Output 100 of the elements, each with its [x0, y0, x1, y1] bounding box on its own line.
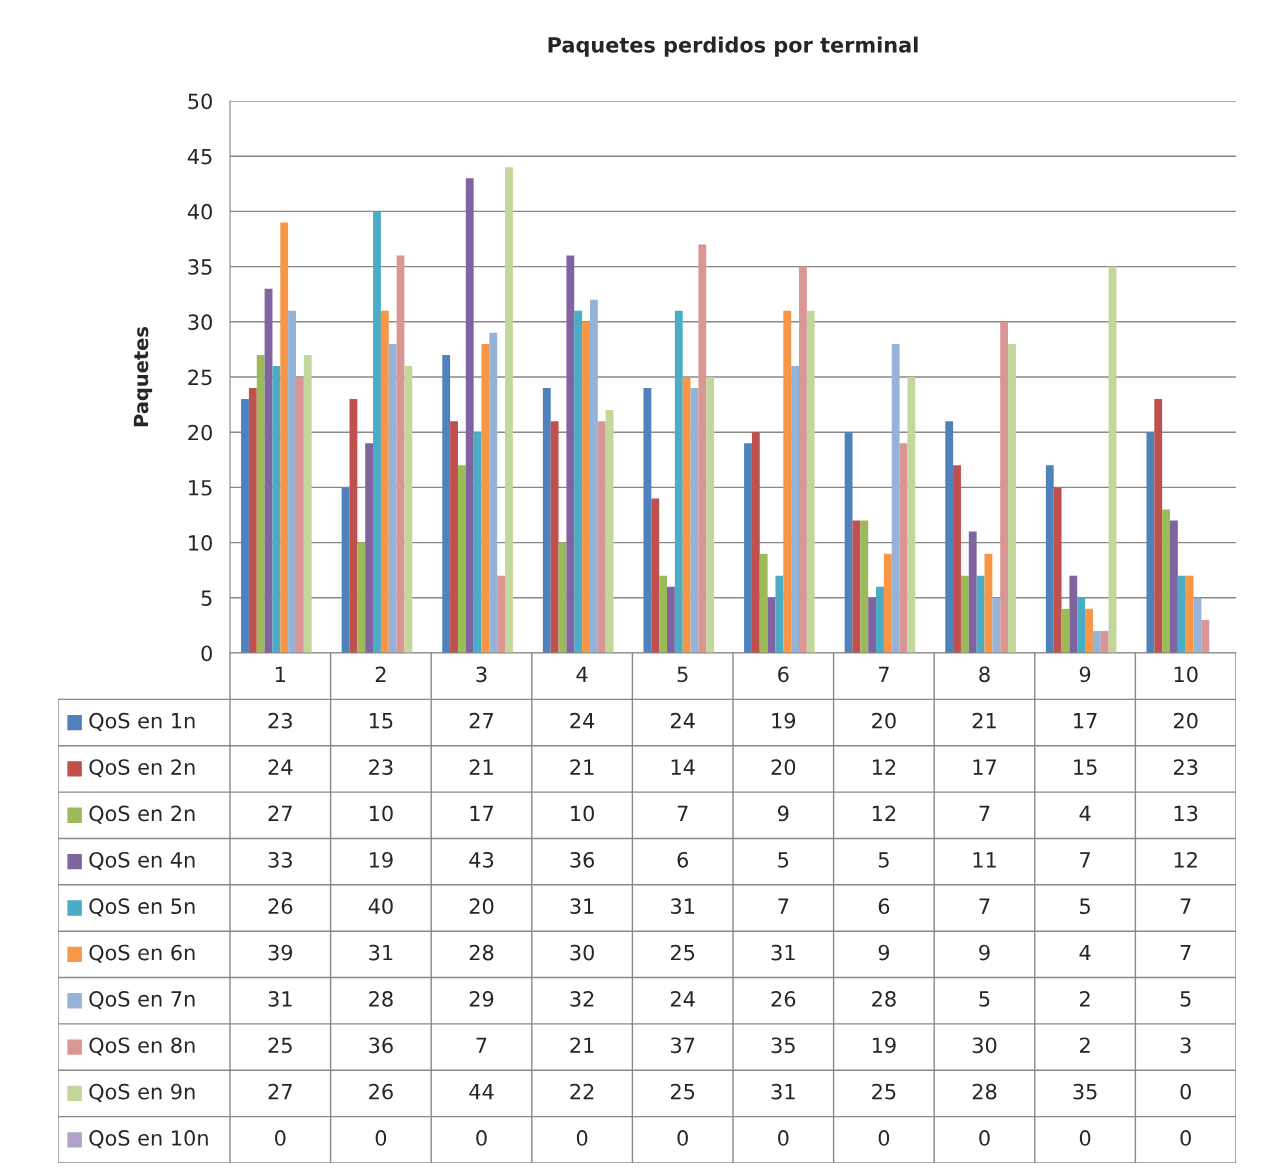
- data-label: 7: [1180, 944, 1191, 961]
- bar: [357, 542, 366, 653]
- data-label: 44: [469, 1084, 494, 1100]
- bar: [953, 465, 961, 653]
- bar: [365, 443, 374, 653]
- data-label: 7: [476, 1037, 487, 1053]
- bar: [1085, 608, 1093, 653]
- data-label: 2: [1080, 991, 1090, 1007]
- data-label: 9: [878, 944, 890, 961]
- data-label: 24: [570, 712, 595, 729]
- bar: [682, 377, 691, 653]
- bar: [272, 365, 281, 653]
- data-label: 31: [671, 898, 695, 915]
- data-label: 30: [972, 1037, 997, 1054]
- data-label: 36: [369, 1037, 393, 1054]
- y-tick-label: 15: [189, 480, 212, 496]
- bar: [945, 421, 954, 653]
- bar: [1170, 520, 1178, 653]
- bar: [883, 553, 892, 653]
- data-label: 14: [671, 759, 695, 775]
- data-label: 7: [979, 898, 990, 914]
- bar: [288, 310, 296, 653]
- data-label: 0: [375, 1130, 387, 1146]
- data-label: 0: [979, 1130, 990, 1146]
- data-label: 7: [1180, 898, 1191, 914]
- legend-label: QoS en 10n: [89, 1130, 208, 1149]
- y-tick-label: 0: [201, 645, 212, 662]
- y-tick-label: 45: [187, 148, 212, 165]
- bar: [706, 377, 715, 653]
- x-tick-label: 1: [275, 666, 285, 682]
- bar: [1177, 575, 1186, 653]
- data-label: 12: [872, 805, 896, 822]
- bar: [744, 443, 752, 653]
- bar: [1100, 630, 1109, 653]
- data-label: 33: [268, 851, 292, 868]
- data-label: 31: [268, 991, 292, 1007]
- y-tick-label: 10: [189, 535, 212, 551]
- data-label: 35: [1073, 1083, 1097, 1100]
- bar: [976, 575, 985, 653]
- data-label: 23: [268, 712, 292, 729]
- data-label: 24: [670, 712, 695, 729]
- data-label: 31: [771, 1083, 795, 1100]
- bar: [380, 310, 389, 653]
- data-label: 21: [972, 712, 996, 729]
- y-tick-label: 35: [188, 259, 212, 275]
- bar: [907, 377, 916, 653]
- bar: [373, 211, 381, 653]
- data-label: 13: [1174, 805, 1198, 822]
- bar: [1045, 465, 1054, 653]
- data-label: 28: [972, 1083, 997, 1100]
- bar: [798, 266, 807, 653]
- bar: [759, 553, 768, 653]
- bar: [1185, 575, 1194, 653]
- data-label: 17: [1074, 713, 1097, 729]
- bar: [698, 244, 707, 653]
- legend-label: QoS en 4n: [89, 851, 195, 871]
- data-label: 20: [1173, 712, 1198, 729]
- bar: [404, 365, 413, 653]
- data-label: 4: [1079, 805, 1091, 822]
- data-label: 19: [369, 851, 393, 868]
- data-label: 36: [570, 851, 595, 868]
- data-label: 12: [1174, 851, 1197, 868]
- bar: [960, 575, 969, 653]
- legend-label: QoS en 8n: [89, 1037, 195, 1056]
- data-label: 25: [670, 1083, 695, 1100]
- bar: [295, 377, 304, 653]
- data-label: 7: [778, 898, 789, 914]
- bar: [497, 575, 506, 653]
- data-label: 40: [368, 898, 393, 915]
- data-label: 7: [1080, 852, 1090, 868]
- data-label: 31: [369, 944, 393, 961]
- x-tick-label: 5: [677, 666, 688, 683]
- x-tick-label: 9: [1079, 666, 1091, 683]
- bar: [582, 321, 590, 653]
- data-label: 20: [872, 712, 896, 729]
- bar: [303, 354, 312, 653]
- x-tick-label: 3: [476, 666, 487, 683]
- bar: [1162, 509, 1171, 653]
- y-axis-title: Paquetes: [133, 326, 153, 427]
- data-label: 27: [268, 805, 292, 822]
- data-label: 26: [268, 898, 293, 915]
- bar: [341, 487, 350, 653]
- bar: [450, 421, 458, 653]
- bar: [674, 310, 683, 653]
- bar: [457, 465, 466, 653]
- data-label: 27: [268, 1083, 292, 1100]
- data-label: 7: [979, 805, 990, 822]
- data-label: 10: [571, 805, 594, 822]
- bar: [589, 299, 598, 653]
- data-label: 12: [872, 759, 896, 775]
- bar: [280, 222, 289, 653]
- data-label: 24: [670, 991, 695, 1007]
- legend-label: QoS en 1n: [89, 712, 195, 731]
- bar: [876, 586, 884, 653]
- data-label: 25: [268, 1037, 292, 1054]
- data-label: 27: [469, 712, 493, 729]
- data-label: 35: [771, 1037, 795, 1054]
- y-tick-label: 50: [188, 93, 212, 110]
- legend-label: QoS en 2n: [89, 759, 195, 778]
- bar: [1201, 619, 1210, 653]
